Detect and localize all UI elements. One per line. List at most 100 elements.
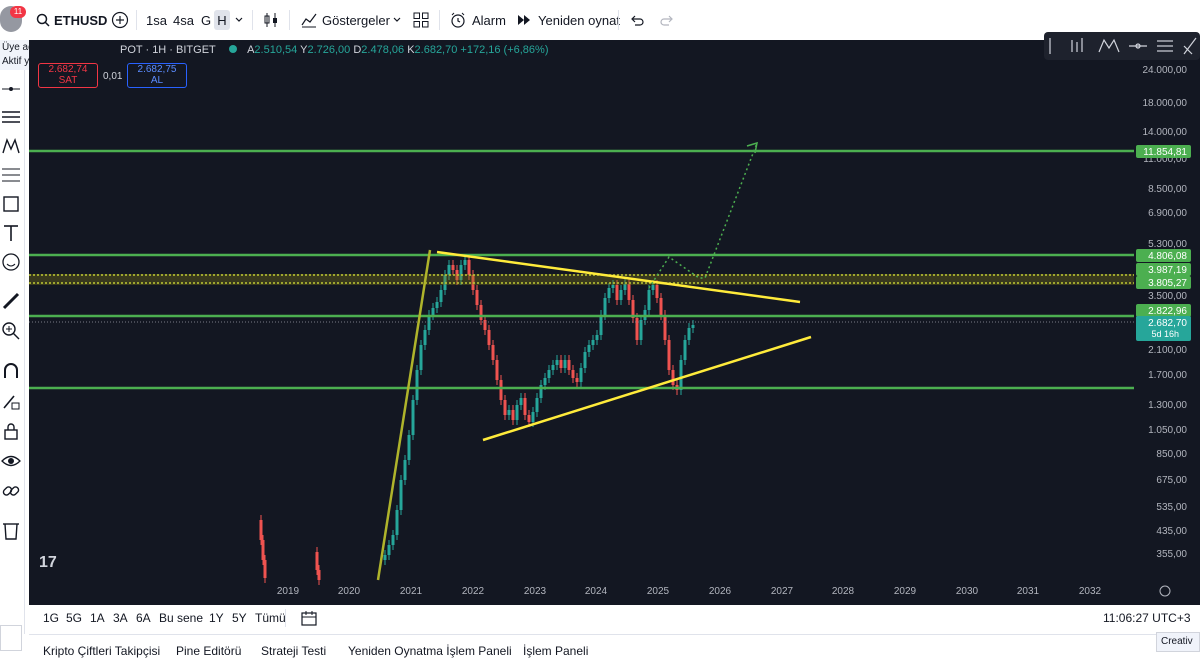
date-range-button[interactable] bbox=[300, 609, 318, 632]
range-3a[interactable]: 3A bbox=[113, 611, 128, 625]
tab-strategy-tester[interactable]: Strateji Testi bbox=[261, 644, 327, 658]
fib-icon bbox=[2, 168, 20, 182]
interval-h[interactable]: H bbox=[214, 10, 230, 30]
projection-path[interactable] bbox=[648, 142, 758, 289]
candle-body bbox=[683, 340, 687, 360]
zoom-tool[interactable] bbox=[0, 320, 22, 342]
indicators-icon bbox=[301, 13, 317, 28]
candle-body bbox=[595, 335, 599, 340]
candle-body bbox=[635, 318, 639, 340]
descending-trendline[interactable] bbox=[436, 250, 801, 304]
trend-line-rally[interactable] bbox=[376, 249, 432, 581]
crosshair-tool[interactable] bbox=[0, 78, 22, 100]
tab-crypto-pairs[interactable]: Kripto Çiftleri Takipçisi bbox=[43, 644, 161, 658]
legend-open-value: 2.510,54 bbox=[254, 44, 298, 56]
range-all[interactable]: Tümü bbox=[255, 611, 286, 625]
magnet-tool[interactable] bbox=[0, 360, 22, 382]
candle-body bbox=[527, 415, 531, 422]
candle-body bbox=[451, 265, 455, 270]
time-axis-label: 2027 bbox=[771, 586, 794, 597]
lock-tool[interactable] bbox=[0, 420, 22, 442]
interval-4sa[interactable]: 4sa bbox=[173, 12, 194, 28]
symbol-search-button[interactable]: ETHUSD bbox=[36, 10, 107, 30]
add-symbol-button[interactable] bbox=[111, 10, 129, 30]
horizontal-lines-tool[interactable] bbox=[0, 106, 22, 128]
ruler-tool[interactable] bbox=[0, 290, 22, 312]
range-6a[interactable]: 6A bbox=[136, 611, 151, 625]
visibility-tool[interactable] bbox=[0, 450, 22, 472]
legend-high-label: Y bbox=[300, 44, 308, 56]
replay-button[interactable]: Yeniden oynat bbox=[515, 10, 620, 30]
divider bbox=[136, 10, 137, 30]
clock[interactable]: 11:06:27 UTC+3 bbox=[1103, 611, 1191, 625]
redo-button[interactable] bbox=[659, 10, 675, 30]
candle-body bbox=[515, 405, 519, 420]
candle-body bbox=[579, 368, 583, 382]
pattern-tool[interactable] bbox=[0, 135, 22, 157]
divider bbox=[285, 609, 286, 627]
candle-body bbox=[663, 315, 667, 340]
undo-button[interactable] bbox=[629, 10, 645, 30]
alarm-button[interactable]: Alarm bbox=[449, 10, 506, 30]
tab-replay-trading[interactable]: Yeniden Oynatma İşlem Paneli bbox=[348, 644, 512, 658]
text-icon bbox=[4, 225, 18, 241]
settings-gear-icon[interactable] bbox=[1159, 585, 1171, 597]
price-tag[interactable]: 4.806,08 bbox=[1136, 249, 1191, 262]
interval-1sa[interactable]: 1sa bbox=[146, 12, 167, 28]
candle-body bbox=[607, 288, 611, 298]
range-5y[interactable]: 5Y bbox=[232, 611, 247, 625]
remove-tool[interactable] bbox=[0, 519, 22, 541]
market-status-dot bbox=[228, 45, 237, 53]
price-chart[interactable]: 24.000,00 18.000,00 14.000,00 11.000,00 8.50… bbox=[29, 40, 1200, 605]
tab-pine-editor[interactable]: Pine Editörü bbox=[176, 644, 242, 658]
range-1a[interactable]: 1A bbox=[90, 611, 105, 625]
link-tool[interactable] bbox=[0, 480, 22, 502]
candle-body bbox=[491, 345, 495, 360]
price-axis-label: 18.000,00 bbox=[1143, 98, 1188, 109]
range-5g[interactable]: 5G bbox=[66, 611, 83, 625]
interval-g[interactable]: G bbox=[201, 12, 212, 28]
interval-dropdown[interactable] bbox=[234, 10, 244, 30]
candle-body bbox=[467, 260, 471, 275]
range-1y[interactable]: 1Y bbox=[209, 611, 224, 625]
candle-body bbox=[315, 552, 319, 570]
projection-arrowhead bbox=[746, 141, 758, 154]
candle-body bbox=[627, 284, 631, 300]
countdown-label: 5d 16h bbox=[1151, 329, 1179, 339]
candle-body bbox=[667, 340, 671, 370]
indicators-button[interactable]: Göstergeler bbox=[300, 10, 390, 30]
emoji-tool[interactable] bbox=[0, 251, 22, 273]
notification-badge: 11 bbox=[10, 6, 26, 18]
tv-logo: 17 bbox=[39, 554, 57, 571]
indicators-dropdown[interactable] bbox=[392, 10, 402, 30]
time-axis-label: 2019 bbox=[277, 586, 300, 597]
range-ytd[interactable]: Bu sene bbox=[159, 611, 204, 625]
calendar-icon bbox=[301, 611, 317, 626]
tab-trading-panel[interactable]: İşlem Paneli bbox=[523, 644, 589, 658]
candle-body bbox=[411, 400, 415, 435]
candle-body bbox=[383, 555, 387, 560]
price-tag[interactable]: 3.805,27 bbox=[1136, 276, 1191, 289]
buy-button[interactable]: 2.682,75 AL bbox=[127, 63, 187, 88]
price-tag[interactable]: 2.822,96 bbox=[1136, 304, 1191, 317]
divider bbox=[252, 10, 253, 30]
bottom-left-corner bbox=[0, 625, 22, 651]
candle-body bbox=[559, 360, 563, 368]
chart-type-button[interactable] bbox=[262, 10, 280, 30]
text-tool[interactable] bbox=[0, 222, 22, 244]
creative-popup[interactable]: Creativ bbox=[1156, 632, 1200, 652]
shape-tool[interactable] bbox=[0, 193, 22, 215]
chart-area[interactable]: 24.000,00 18.000,00 14.000,00 11.000,00 8.50… bbox=[29, 32, 1200, 605]
ascending-trendline[interactable] bbox=[482, 335, 812, 442]
range-1g[interactable]: 1G bbox=[43, 611, 60, 625]
sell-button[interactable]: 2.682,74 SAT bbox=[38, 63, 98, 88]
candle-body bbox=[475, 290, 479, 305]
price-axis-label: 1.050,00 bbox=[1148, 425, 1187, 436]
price-tag[interactable]: 11.854,81 bbox=[1136, 145, 1191, 158]
fib-tool[interactable] bbox=[0, 164, 22, 186]
candle-body bbox=[399, 480, 403, 510]
lock-drawing-tool[interactable] bbox=[0, 390, 22, 412]
price-tag[interactable]: 3.987,19 bbox=[1136, 263, 1191, 276]
layout-button[interactable] bbox=[413, 10, 429, 30]
